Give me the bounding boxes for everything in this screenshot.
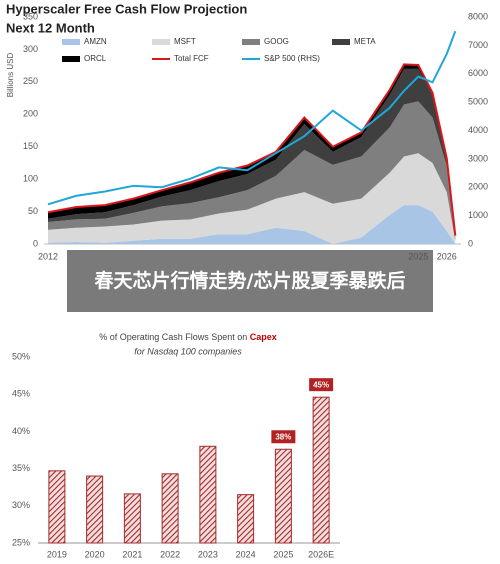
y-tick-label: 30% [12,500,30,510]
y-tick-label: 45% [12,389,30,399]
legend-label: MSFT [174,37,196,46]
x-tick-label: 2012 [38,251,58,261]
chart-subtitle: for Nasdaq 100 companies [134,346,242,356]
x-tick-label: 2025 [273,549,293,559]
caption: 春天芯片行情走势/芯片股夏季暴跌后 [94,270,406,292]
y-tick-label: 150 [23,141,38,151]
bar [237,494,255,544]
legend-label: META [354,37,376,46]
chart-title: % of Operating Cash Flows Spent on Capex [99,332,277,342]
bar [199,445,217,544]
bar [123,493,141,544]
legend-label: ORCL [84,54,107,63]
y2-tick-label: 3000 [468,153,488,163]
y-tick-label: 250 [23,76,38,86]
area [48,101,456,241]
y-tick-label: 300 [23,44,38,54]
y-tick-label: 200 [23,109,38,119]
x-tick-label: 2021 [122,549,142,559]
caption-band: 春天芯片行情走势/芯片股夏季暴跌后 [67,250,433,312]
y-axis-label: Billions USD [6,53,15,98]
x-tick-label: 2022 [160,549,180,559]
y2-tick-label: 7000 [468,40,488,50]
y-tick-label: 25% [12,537,30,547]
value-label: 45% [313,380,329,389]
bar [312,396,330,544]
x-tick-label: 2019 [47,549,67,559]
area [48,68,456,238]
legend-swatch [62,56,80,62]
legend-label: S&P 500 (RHS) [264,54,320,63]
x-tick-label: 2023 [198,549,218,559]
x-tick-label: 2024 [236,549,256,559]
line [47,30,457,206]
chart-subtitle: Next 12 Month [6,20,95,35]
y-tick-label: 50 [28,206,38,216]
title-text: % of Operating Cash Flows Spent on [99,332,250,342]
title-highlight: Capex [250,332,277,342]
value-label-box [309,378,334,392]
y-tick-label: 350 [23,11,38,21]
legend-swatch [152,39,170,45]
y2-tick-label: 6000 [468,68,488,78]
y2-tick-label: 8000 [468,11,488,21]
legend-swatch [242,39,260,45]
value-label: 38% [275,432,291,441]
y2-tick-label: 2000 [468,182,488,192]
y2-tick-label: 4000 [468,125,488,135]
legend-label: GOOG [264,37,289,46]
x-tick-label: 2026E [308,549,334,559]
legend-swatch [332,39,350,45]
bar [86,475,104,544]
area [48,153,456,244]
y-tick-label: 40% [12,426,30,436]
value-label-box [271,430,296,444]
y-tick-label: 50% [12,351,30,361]
y-tick-label: 100 [23,174,38,184]
x-tick-label: 2020 [85,549,105,559]
y2-tick-label: 1000 [468,210,488,220]
y-tick-label: 35% [12,463,30,473]
area [48,205,456,244]
legend-label: Total FCF [174,54,209,63]
legend-swatch [62,39,80,45]
bar [274,448,292,544]
x-tick-label: 2026 [437,251,457,261]
y2-tick-label: 0 [468,238,473,248]
line [47,63,457,236]
y2-tick-label: 5000 [468,97,488,107]
bar [161,473,179,544]
chart-title: Hyperscaler Free Cash Flow Projection [6,1,247,16]
bar [48,470,66,544]
y-tick-label: 0 [33,238,38,248]
legend-label: AMZN [84,37,107,46]
